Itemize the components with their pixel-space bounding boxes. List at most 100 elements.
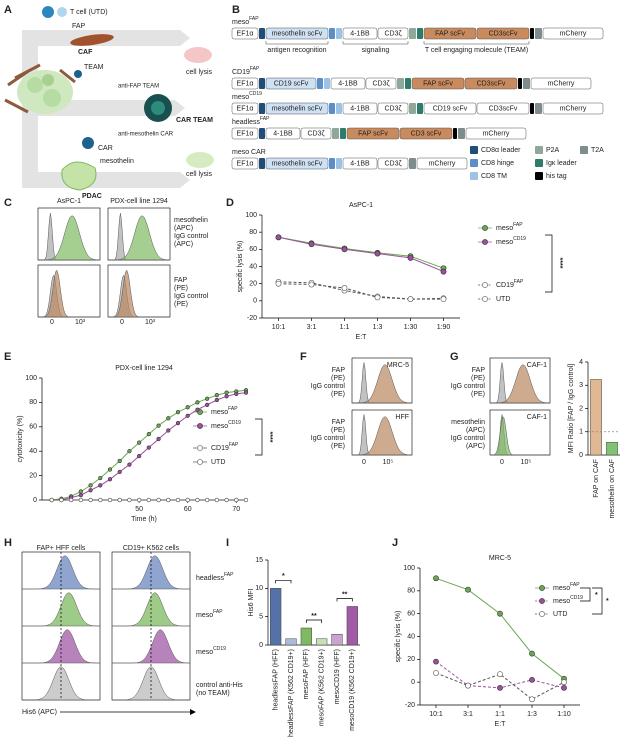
x-tick-label: headlessFAP (HFF) [273, 649, 280, 710]
construct-element [336, 28, 342, 39]
data-point [195, 407, 200, 412]
construct-element [336, 103, 342, 114]
y-tick-label: 100 [403, 565, 415, 572]
name-superscript: CD19 [513, 236, 526, 242]
bar [300, 627, 312, 646]
column-title: PDX-cell line 1294 [110, 198, 168, 205]
data-point [195, 400, 200, 405]
construct-element [417, 28, 423, 39]
segment-label: mCherry [560, 30, 587, 37]
x-tick-label: 1:3 [527, 711, 537, 718]
diagram-label: T cell (UTD) [70, 9, 108, 16]
x-tick-label: mesoFAP (K562 CD19+) [319, 649, 326, 726]
name-text: headless [196, 575, 225, 582]
data-point [433, 575, 439, 582]
y-tick-label: -20 [405, 702, 415, 709]
construct-segment [342, 102, 378, 115]
tick-label: 0 [120, 319, 124, 326]
data-point [185, 497, 190, 503]
diagram-label: CAR [98, 145, 113, 152]
histogram-peak [352, 416, 413, 456]
construct-element [259, 28, 265, 39]
caf-cell [70, 34, 114, 46]
y-tick-label: 20 [29, 472, 37, 479]
y-axis-title: His6 MFI [248, 588, 255, 616]
y-tick-label: 40 [29, 448, 37, 455]
construct-element [340, 128, 346, 139]
name-superscript: FAP [224, 572, 234, 578]
y-axis-title: cytotoxicity (%) [17, 415, 24, 462]
construct-element [259, 78, 265, 89]
data-point [185, 413, 190, 418]
y-tick-label: 2 [579, 405, 583, 412]
data-point [137, 440, 142, 445]
segment-label: 4-1BB [350, 160, 370, 167]
construct-segment [365, 77, 397, 90]
lysed-cell [184, 47, 212, 63]
legend-label: CD8 TM [481, 173, 507, 180]
legend-label: CD8 hinge [481, 160, 514, 167]
x-tick-label: 1:3 [373, 324, 383, 331]
diagram-label: anti-mesothelin CAR [118, 132, 174, 138]
legend-swatch [535, 146, 543, 154]
construct-segment [346, 127, 400, 140]
panel-label: E [4, 351, 11, 363]
side-label: mesothelin [174, 217, 208, 224]
side-label: (APC) [174, 241, 193, 248]
data-point [308, 241, 315, 248]
construct-element [259, 103, 265, 114]
name-text: CD19 [211, 445, 229, 452]
panel-label: C [4, 197, 12, 209]
construct-segment [342, 157, 378, 170]
construct-element [329, 158, 335, 169]
bar [606, 441, 618, 456]
construct-element [405, 78, 411, 89]
data-point [243, 497, 249, 503]
construct-element [458, 128, 465, 139]
data-point [214, 497, 219, 503]
name-text: meso [553, 598, 570, 605]
x-tick-label: headlessFAP (K562 CD19+) [288, 649, 295, 737]
legend-label: UTD [211, 459, 225, 466]
construct-segment [330, 77, 366, 90]
construct-segment [476, 27, 530, 40]
name-superscript: FAP [250, 66, 260, 72]
data-point [146, 497, 151, 503]
segment-label: CD3ζ [307, 130, 324, 137]
annotation: antigen recognition [267, 47, 326, 54]
data-point [224, 390, 229, 395]
legend-swatch [470, 172, 478, 180]
side-label: IgG control [451, 383, 486, 390]
name-text: meso [496, 225, 513, 232]
construct-segment [411, 77, 465, 90]
diagram-label: mesothelin [100, 158, 134, 165]
significance-label: * [282, 573, 285, 580]
data-point [205, 497, 210, 503]
data-point [497, 684, 503, 691]
diagram-label: cell lysis [186, 171, 213, 178]
name-superscript: CD19 [249, 91, 262, 97]
construct-element [397, 78, 404, 89]
name-superscript: FAP [513, 222, 523, 228]
segment-label: CD3scFv [489, 105, 518, 112]
side-label: (APC) [466, 427, 485, 434]
segment-label: EF1α [237, 130, 254, 137]
name-text: UTD [553, 611, 567, 618]
x-tick-label: 1:10 [557, 711, 571, 718]
construct-segment [265, 102, 329, 115]
construct-element [523, 78, 530, 89]
data-point [465, 586, 471, 593]
construct-element [518, 78, 522, 89]
tumor-cell [42, 74, 54, 86]
significance-bracket [336, 598, 353, 602]
diagram-label: CAR TEAM [176, 117, 213, 124]
data-point [341, 246, 348, 253]
y-tick-label: 60 [29, 424, 37, 431]
tick-label: 10³ [145, 319, 156, 326]
segment-label: CD3scFv [489, 30, 518, 37]
segment-label: CD19 scFv [274, 80, 309, 87]
y-tick-label: 60 [249, 246, 257, 253]
data-point [166, 497, 171, 503]
tick-label: 0 [50, 319, 54, 326]
y-tick-label: 5 [259, 614, 263, 621]
